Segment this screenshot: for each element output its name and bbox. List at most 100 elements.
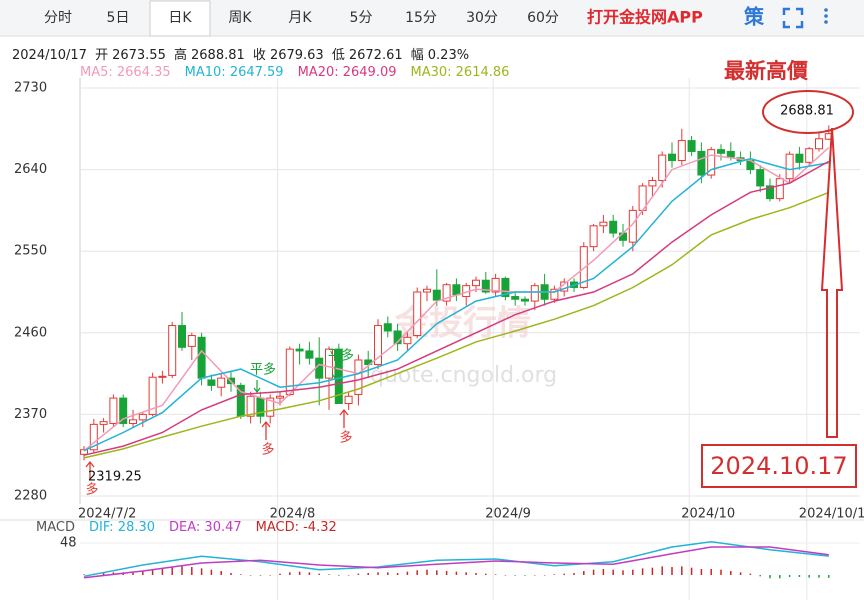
macd-bar xyxy=(622,570,624,575)
macd-bar xyxy=(602,569,605,575)
legend-entry: MA10: 2647.59 xyxy=(184,65,284,80)
macd-bar xyxy=(200,568,203,575)
macd-legend-entry: DEA: 30.47 xyxy=(169,520,242,535)
candle-body xyxy=(521,298,529,302)
candle-body xyxy=(815,138,823,150)
candle-body xyxy=(491,277,500,293)
macd-bar xyxy=(396,573,399,575)
macd-bar xyxy=(504,575,507,576)
signal-arrow xyxy=(331,366,339,379)
candle-body xyxy=(168,325,177,376)
signal-label: 平多 xyxy=(250,362,276,378)
candle-body xyxy=(609,220,618,234)
macd-bar xyxy=(494,574,497,575)
macd-bar xyxy=(240,574,242,575)
candle-body xyxy=(148,376,157,415)
ma-line xyxy=(83,160,830,456)
candle-body xyxy=(756,169,765,187)
tab[interactable]: 5日 xyxy=(107,10,130,26)
tab[interactable]: 60分 xyxy=(527,10,559,26)
candle-body xyxy=(109,397,118,424)
tab-selected xyxy=(149,0,211,37)
candle-body xyxy=(99,421,108,425)
date-annotation: 2024.10.17 xyxy=(710,452,847,480)
candle-body xyxy=(658,154,667,181)
candle-body xyxy=(207,379,216,386)
icon-stroke xyxy=(796,21,804,29)
candle-body xyxy=(246,395,255,417)
macd-bar xyxy=(759,575,761,577)
candle-body xyxy=(423,288,431,293)
high-value: 2688.81 xyxy=(191,48,245,63)
macd-bar xyxy=(543,575,546,576)
macd-bar xyxy=(553,574,556,575)
tab[interactable]: 30分 xyxy=(466,10,498,26)
macd-bar xyxy=(367,573,369,575)
macd-bar xyxy=(338,575,340,576)
macd-bar xyxy=(220,571,222,575)
icon-stroke xyxy=(796,7,804,15)
candle-body xyxy=(550,288,559,300)
signal-label: 多 xyxy=(85,482,98,498)
x-tick-label: 2024/8 xyxy=(270,507,316,522)
candle-body xyxy=(579,246,588,288)
fullscreen-icon[interactable] xyxy=(782,7,804,29)
candle-body xyxy=(795,153,804,163)
macd-bar xyxy=(416,570,418,575)
candle-body xyxy=(687,140,696,152)
tab-bar xyxy=(0,0,864,36)
low-value: 2672.61 xyxy=(348,48,403,63)
macd-bar xyxy=(632,569,634,575)
macd-legend: MACD DIF: 28.30 DEA: 30.47 MACD: -4.32 xyxy=(36,520,351,535)
macd-bar xyxy=(161,569,164,575)
legend-entry: MA30: 2614.86 xyxy=(410,65,510,80)
macd-bar xyxy=(151,569,154,575)
candle-body xyxy=(530,285,539,302)
icon-stroke xyxy=(782,7,790,15)
candle-body xyxy=(178,325,186,348)
macd-bar xyxy=(455,571,458,575)
y-tick-label: 2280 xyxy=(14,489,47,504)
side-icon[interactable]: 策 xyxy=(744,5,765,29)
tab[interactable]: 分时 xyxy=(44,10,72,26)
y-tick-label: 2730 xyxy=(14,81,47,96)
tab[interactable]: 周K xyxy=(228,10,252,26)
candle-body xyxy=(452,284,461,296)
macd-bar xyxy=(671,567,673,575)
tab[interactable]: 5分 xyxy=(350,10,373,26)
label: 开 xyxy=(95,48,109,63)
macd-bar xyxy=(798,575,801,577)
candle-body xyxy=(785,153,794,180)
candle-body xyxy=(648,179,657,187)
candle-body xyxy=(766,185,774,200)
candle-body xyxy=(717,149,725,154)
high-label: 2688.81 xyxy=(780,104,834,119)
candle-body xyxy=(197,336,206,379)
label: 低 xyxy=(331,48,345,63)
candle-body xyxy=(325,348,333,379)
tab[interactable]: 月K xyxy=(288,10,312,26)
macd-bar xyxy=(298,571,301,575)
app-link[interactable]: 打开金投网APP xyxy=(587,8,703,27)
macd-bar xyxy=(769,575,771,579)
candle-body xyxy=(276,395,284,399)
tab[interactable]: 15分 xyxy=(405,10,437,26)
macd-bar xyxy=(259,575,262,576)
tab[interactable]: 日K xyxy=(168,10,192,26)
icon-stroke xyxy=(782,21,790,29)
low-label: 2319.25 xyxy=(88,470,142,485)
candle-body xyxy=(129,419,137,424)
macd-bar xyxy=(83,574,85,575)
ma-line xyxy=(83,191,830,459)
ma-line xyxy=(83,157,829,452)
macd-line xyxy=(83,546,829,579)
candle-body xyxy=(138,413,147,421)
macd-bar xyxy=(828,575,830,578)
macd-bar xyxy=(465,572,467,575)
up-arrow xyxy=(820,127,844,438)
macd-bar xyxy=(563,573,565,575)
candle-body xyxy=(315,357,324,379)
date-box xyxy=(701,444,857,488)
candle-body xyxy=(726,150,735,158)
